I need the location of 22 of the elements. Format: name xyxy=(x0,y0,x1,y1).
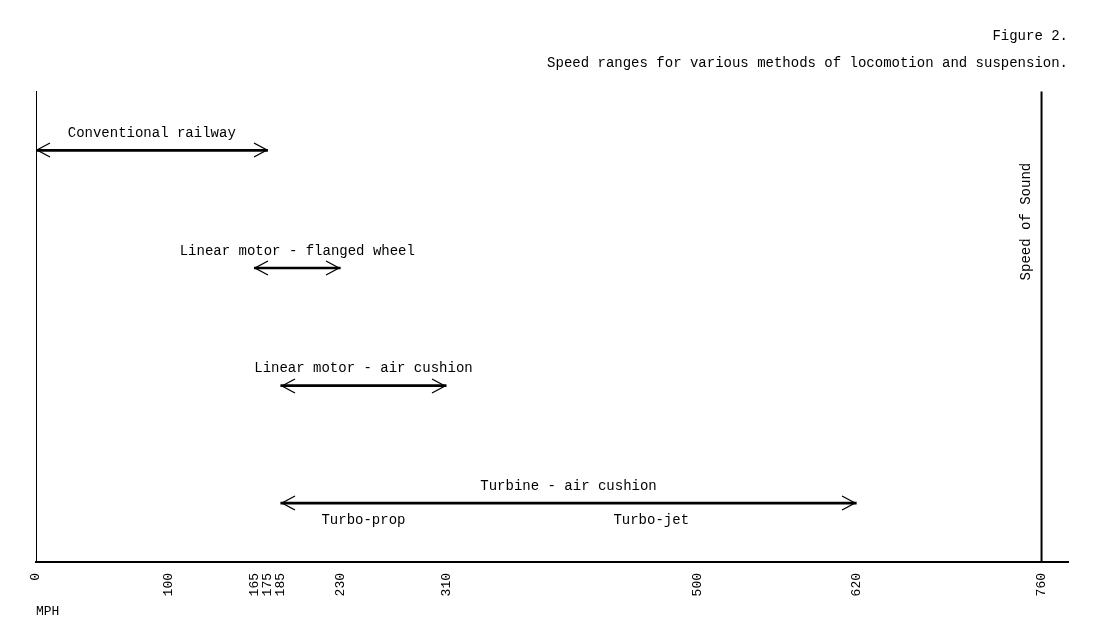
y-tick-label: Linear motor - flanged wheel xyxy=(179,242,415,259)
x-tick-label: 230 xyxy=(332,573,348,597)
chart-subtitle: Speed ranges for various methods of locomotion and suspension. xyxy=(547,54,1068,71)
bar xyxy=(280,384,447,387)
x-tick-label: 760 xyxy=(1033,573,1049,597)
x-tick-label: 0 xyxy=(28,573,44,581)
bar xyxy=(280,501,857,505)
y-tick-label: Turbine - air cushion xyxy=(480,477,657,494)
ref-line-label: Speed of Sound xyxy=(1018,162,1035,281)
x-tick-label: 500 xyxy=(689,573,705,597)
x-tick-label: 310 xyxy=(438,573,454,597)
x-tick-label: 100 xyxy=(160,573,176,597)
x-tick-label: 620 xyxy=(848,573,864,597)
chart-title: Figure 2. xyxy=(992,28,1068,45)
x-axis-title: MPH xyxy=(36,603,60,619)
annotation: Turbo-jet xyxy=(613,511,690,528)
x-tick-label: 185 xyxy=(273,573,289,597)
y-tick-label: Conventional railway xyxy=(67,125,236,142)
y-tick-label: Linear motor - air cushion xyxy=(254,360,473,377)
annotation: Turbo-prop xyxy=(321,511,406,528)
x-tick-label: 165 xyxy=(246,573,262,597)
x-tick-label: 175 xyxy=(259,573,275,597)
